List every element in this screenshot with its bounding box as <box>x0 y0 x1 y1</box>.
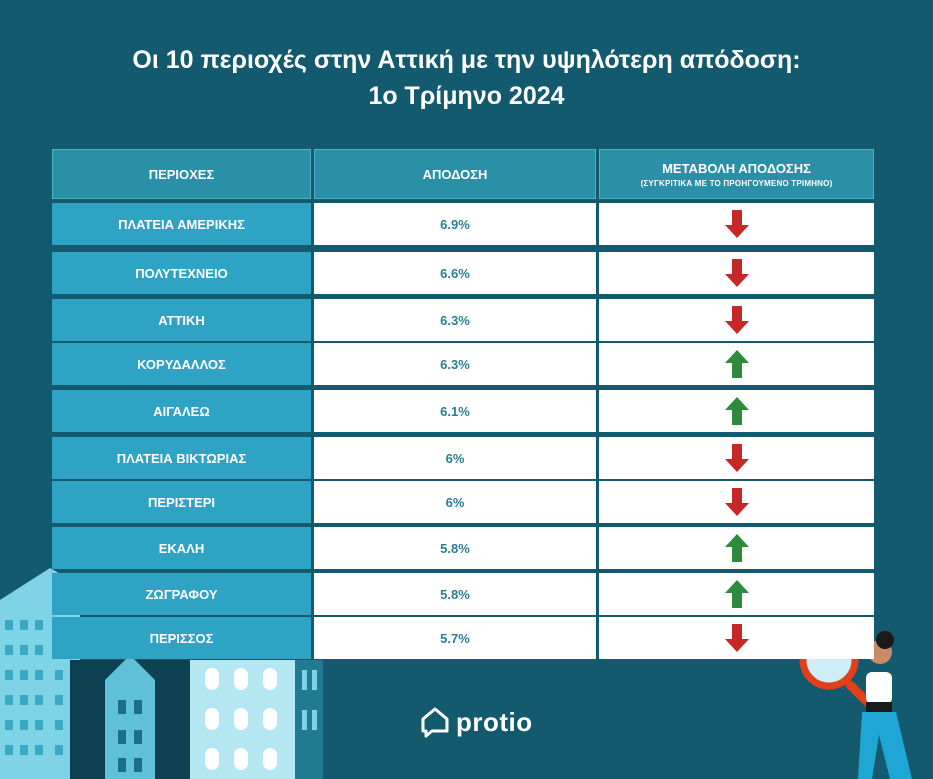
row-region: ΕΚΑΛΗ <box>52 527 311 569</box>
row-region: ΑΤΤΙΚΗ <box>52 299 311 341</box>
arrow-down-icon <box>724 259 749 287</box>
row-yield: 6% <box>314 437 596 479</box>
row-yield: 5.8% <box>314 573 596 615</box>
row-yield: 5.7% <box>314 617 596 659</box>
row-region: ΠΟΛΥΤΕΧΝΕΙΟ <box>52 252 311 294</box>
row-region: ΠΕΡΙΣΤΕΡΙ <box>52 481 311 523</box>
row-yield: 5.8% <box>314 527 596 569</box>
building-dark <box>70 655 190 779</box>
title-line-1: Οι 10 περιοχές στην Αττική με την υψηλότ… <box>132 46 801 74</box>
row-yield: 6% <box>314 481 596 523</box>
yield-value: 6% <box>445 450 465 466</box>
header-region: ΠΕΡΙΟΧΕΣ <box>52 149 311 199</box>
region-name: ΑΙΓΑΛΕΩ <box>153 403 210 419</box>
arrow-down-icon <box>724 488 749 516</box>
row-change <box>599 203 874 245</box>
row-change <box>599 481 874 523</box>
row-change <box>599 299 874 341</box>
region-name: ΠΛΑΤΕΙΑ ΒΙΚΤΩΡΙΑΣ <box>116 450 247 466</box>
logo-text: protio <box>456 706 533 737</box>
region-name: ΚΟΡΥΔΑΛΛΟΣ <box>137 356 226 372</box>
yield-value: 6% <box>445 494 465 510</box>
arrow-up-icon <box>724 350 749 378</box>
row-region: ΠΛΑΤΕΙΑ ΒΙΚΤΩΡΙΑΣ <box>52 437 311 479</box>
header-yield: ΑΠΟΔΟΣΗ <box>314 149 596 199</box>
page-title: Οι 10 περιοχές στην Αττική με την υψηλότ… <box>0 42 933 114</box>
region-name: ΖΩΓΡΑΦΟΥ <box>145 586 218 602</box>
region-name: ΑΤΤΙΚΗ <box>158 312 205 328</box>
header-region-label: ΠΕΡΙΟΧΕΣ <box>148 166 215 182</box>
row-region: ΚΟΡΥΔΑΛΛΟΣ <box>52 343 311 385</box>
row-change <box>599 252 874 294</box>
row-change <box>599 390 874 432</box>
arrow-up-icon <box>724 397 749 425</box>
row-change <box>599 573 874 615</box>
yield-value: 6.3% <box>440 312 470 328</box>
row-region: ΖΩΓΡΑΦΟΥ <box>52 573 311 615</box>
house-chat-icon <box>421 707 449 738</box>
row-region: ΠΛΑΤΕΙΑ ΑΜΕΡΙΚΗΣ <box>52 203 311 245</box>
region-name: ΠΕΡΙΣΣΟΣ <box>149 630 214 646</box>
row-change <box>599 617 874 659</box>
row-region: ΑΙΓΑΛΕΩ <box>52 390 311 432</box>
city-illustration <box>0 568 912 779</box>
row-yield: 6.9% <box>314 203 596 245</box>
region-name: ΕΚΑΛΗ <box>158 540 205 556</box>
title-line-2: 1ο Τρίμηνο 2024 <box>368 82 565 110</box>
yield-value: 5.8% <box>440 540 470 556</box>
yield-value: 6.1% <box>440 403 470 419</box>
row-yield: 6.1% <box>314 390 596 432</box>
arrow-down-icon <box>724 624 749 652</box>
header-change-label: ΜΕΤΑΒΟΛΗ ΑΠΟΔΟΣΗΣ <box>662 160 811 176</box>
region-name: ΠΟΛΥΤΕΧΝΕΙΟ <box>135 265 228 281</box>
yield-value: 6.9% <box>440 216 470 232</box>
header-yield-label: ΑΠΟΔΟΣΗ <box>422 166 488 182</box>
yield-value: 6.6% <box>440 265 470 281</box>
row-change <box>599 437 874 479</box>
region-name: ΠΛΑΤΕΙΑ ΑΜΕΡΙΚΗΣ <box>118 216 245 232</box>
arrow-down-icon <box>724 306 749 334</box>
header-change: ΜΕΤΑΒΟΛΗ ΑΠΟΔΟΣΗΣ (ΣΥΓΚΡΙΤΙΚΑ ΜΕ ΤΟ ΠΡΟΗ… <box>599 149 874 199</box>
arrow-down-icon <box>724 444 749 472</box>
row-yield: 6.6% <box>314 252 596 294</box>
yield-value: 5.7% <box>440 630 470 646</box>
region-name: ΠΕΡΙΣΤΕΡΙ <box>147 494 216 510</box>
building-light <box>190 660 323 779</box>
row-region: ΠΕΡΙΣΣΟΣ <box>52 617 311 659</box>
row-change <box>599 527 874 569</box>
row-change <box>599 343 874 385</box>
arrow-up-icon <box>724 534 749 562</box>
yield-value: 6.3% <box>440 356 470 372</box>
yield-value: 5.8% <box>440 586 470 602</box>
arrow-up-icon <box>724 580 749 608</box>
row-yield: 6.3% <box>314 343 596 385</box>
protio-logo: protio <box>420 705 533 739</box>
row-yield: 6.3% <box>314 299 596 341</box>
arrow-down-icon <box>724 210 749 238</box>
header-change-note: (ΣΥΓΚΡΙΤΙΚΑ ΜΕ ΤΟ ΠΡΟΗΓΟΥΜΕΝΟ ΤΡΙΜΗΝΟ) <box>640 178 833 188</box>
